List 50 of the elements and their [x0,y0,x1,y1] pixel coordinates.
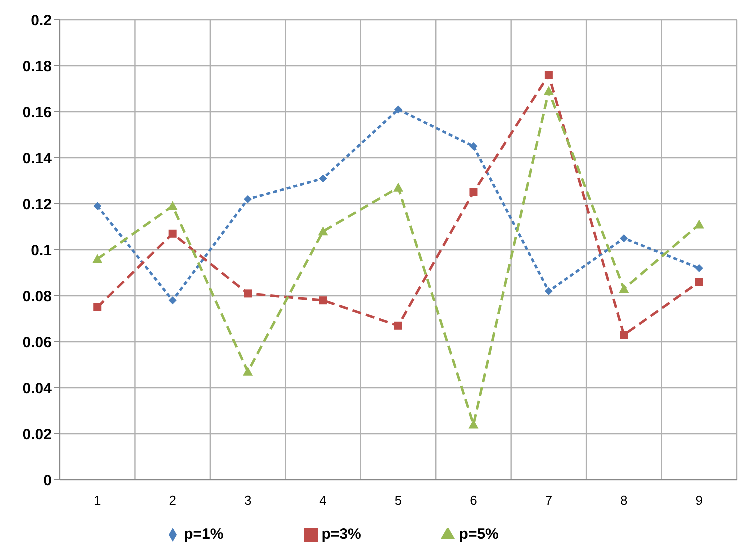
y-tick-label: 0.02 [22,426,52,444]
x-tick-label: 8 [620,493,628,508]
y-tick-label: 0.12 [22,196,52,214]
point [168,296,177,305]
x-tick-label: 1 [94,493,102,508]
y-tick-label: 0.14 [22,150,53,168]
point [695,278,704,286]
point [620,234,628,242]
point [544,287,553,296]
point [470,188,478,196]
point [168,201,178,210]
point [394,322,402,330]
y-tick-label: 0.16 [22,104,52,122]
y-tick-label: 0.2 [31,12,52,30]
y-tick-label: 0 [44,472,52,490]
point [544,71,553,80]
point [468,420,479,429]
point [243,366,254,376]
point [244,195,252,204]
y-tick-label: 0.18 [22,58,52,76]
point [318,226,328,236]
x-tick-label: 6 [470,493,478,508]
x-tick-label: 4 [320,493,327,508]
point [244,290,252,298]
point [695,264,704,272]
x-tick-label: 3 [244,493,252,508]
point [94,304,102,312]
point [394,182,404,192]
point [319,296,328,305]
point [694,220,704,229]
point [470,142,478,150]
x-tick-label: 5 [394,493,402,508]
point [394,106,402,114]
y-tick-label: 0.06 [22,334,52,352]
point [92,254,103,264]
x-tick-label: 7 [545,493,553,508]
point [319,174,328,183]
y-tick-label: 0.1 [31,242,52,260]
x-tick-label: 2 [169,493,176,508]
legend-label: p=3% [322,526,362,543]
point [619,284,630,294]
point [544,86,554,96]
legend-label: p=5% [459,526,499,543]
x-tick-label: 9 [696,493,704,508]
point [94,202,102,210]
point [620,331,628,340]
y-tick-label: 0.08 [22,288,52,306]
legend-label: p=1% [184,526,224,543]
point [168,230,177,238]
y-tick-label: 0.04 [22,380,53,398]
